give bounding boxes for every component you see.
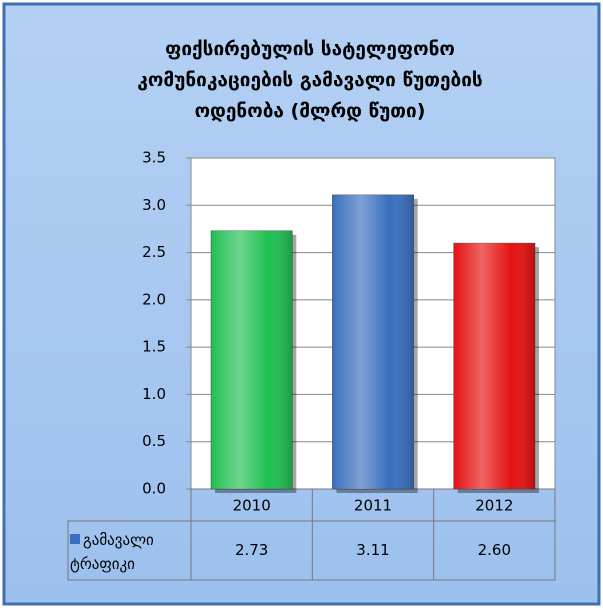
data-table-legend-cell xyxy=(67,520,192,581)
y-tick-label: 2.5 xyxy=(142,243,166,261)
y-tick-label: 0.5 xyxy=(142,432,166,450)
y-tick-label: 1.5 xyxy=(142,338,166,356)
x-tick-label: 2010 xyxy=(233,497,271,515)
bar-shine xyxy=(211,230,293,489)
legend-key xyxy=(70,534,80,544)
table-value: 2.73 xyxy=(235,541,268,559)
y-tick-label: 3.5 xyxy=(142,149,166,167)
y-tick-label: 2.0 xyxy=(142,290,166,308)
legend-entry: გამავალი ტრაფიკი xyxy=(70,528,190,576)
y-tick-label: 1.0 xyxy=(142,385,166,403)
table-value: 2.60 xyxy=(478,541,511,559)
y-tick-label: 3.0 xyxy=(142,196,166,214)
x-tick-label: 2012 xyxy=(475,497,513,515)
chart-title: ფიქსირებულის სატელეფონო კომუნიკაციების გ… xyxy=(137,38,483,122)
bar-shine xyxy=(332,194,414,489)
bar-shine xyxy=(453,243,535,489)
legend-label: გამავალი ტრაფიკი xyxy=(70,531,154,573)
table-value: 3.11 xyxy=(356,541,389,559)
x-tick-label: 2011 xyxy=(354,497,392,515)
y-tick-label: 0.0 xyxy=(142,480,166,498)
